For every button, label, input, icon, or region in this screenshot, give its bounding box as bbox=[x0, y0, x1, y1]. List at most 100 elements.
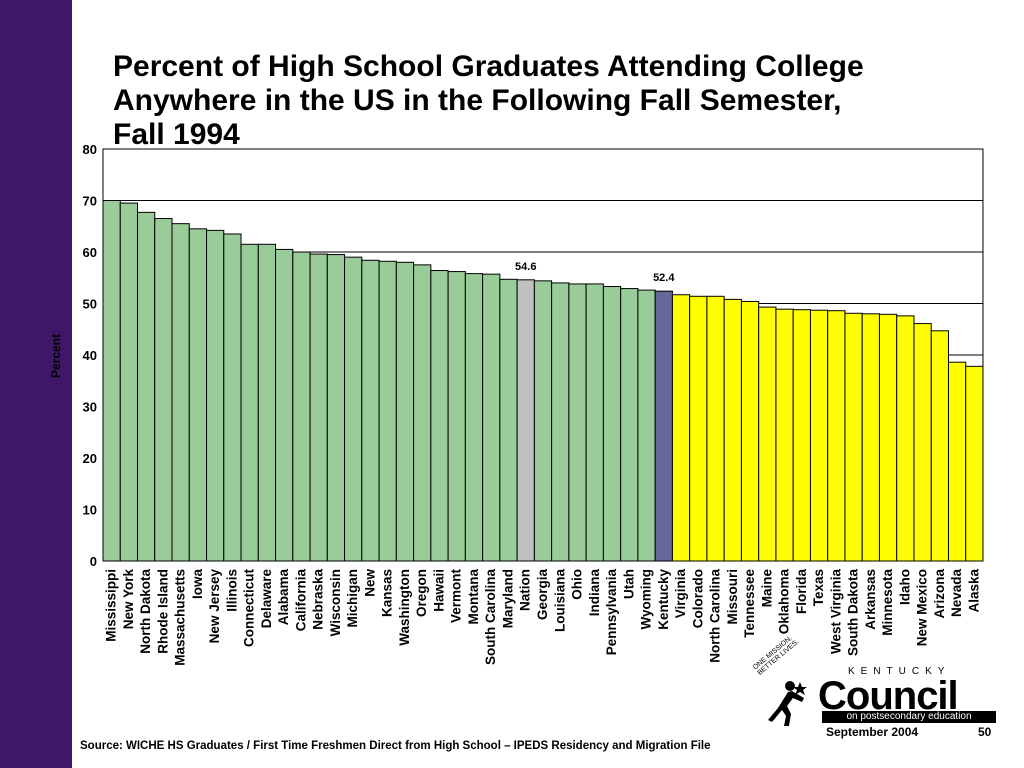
source-note: Source: WICHE HS Graduates / First Time … bbox=[80, 740, 711, 752]
x-tick-label: Wisconsin bbox=[328, 569, 343, 636]
x-tick-label: Maine bbox=[759, 569, 774, 608]
bar-oregon bbox=[413, 264, 432, 562]
bar-iowa bbox=[188, 228, 208, 562]
slide-sidebar bbox=[0, 0, 72, 768]
bar-oklahoma bbox=[775, 308, 794, 562]
x-tick-label: Indiana bbox=[587, 569, 602, 617]
x-tick-label: New Mexico bbox=[915, 569, 930, 646]
bar-hawaii bbox=[430, 270, 449, 562]
x-tick-label: Mississippi bbox=[104, 569, 119, 642]
bar-mississippi bbox=[102, 200, 121, 562]
y-tick-label: 50 bbox=[83, 297, 97, 312]
bar-new-york bbox=[119, 202, 139, 562]
x-tick-label: North Dakota bbox=[138, 569, 153, 654]
y-tick-label: 80 bbox=[83, 142, 97, 157]
x-tick-label: New York bbox=[121, 569, 136, 630]
chart-title-line-2: Anywhere in the US in the Following Fall… bbox=[113, 84, 842, 117]
bar-massachusetts bbox=[171, 223, 190, 562]
bar-vermont bbox=[447, 271, 466, 562]
bar-north-carolina bbox=[706, 295, 725, 562]
x-tick-label: Texas bbox=[811, 569, 826, 606]
bar-nevada bbox=[947, 361, 967, 562]
bar-washington bbox=[395, 261, 415, 562]
bar-delaware bbox=[257, 243, 277, 562]
bar-new bbox=[361, 259, 380, 562]
bar-pennsylvania bbox=[602, 286, 622, 562]
x-tick-label: Oregon bbox=[414, 569, 429, 617]
x-tick-label: Idaho bbox=[897, 569, 912, 605]
logo-wordmark: Council bbox=[818, 674, 959, 718]
x-tick-label: North Carolina bbox=[708, 569, 723, 663]
bar-alabama bbox=[275, 248, 294, 562]
x-tick-label: Arizona bbox=[932, 569, 947, 619]
bar-louisiana bbox=[551, 282, 570, 562]
bar-utah bbox=[620, 288, 639, 562]
bar-wisconsin bbox=[326, 254, 346, 562]
bar-connecticut bbox=[240, 243, 259, 562]
y-tick-label: 60 bbox=[83, 245, 97, 260]
bar-north-dakota bbox=[137, 211, 156, 562]
x-tick-label: Illinois bbox=[224, 569, 239, 612]
x-tick-label: New bbox=[362, 569, 377, 597]
y-axis-label: Percent bbox=[49, 334, 63, 378]
bar-kansas bbox=[378, 260, 397, 562]
x-tick-label: Oklahoma bbox=[777, 569, 792, 635]
page-number: 50 bbox=[978, 725, 992, 739]
x-tick-label: Colorado bbox=[690, 569, 705, 628]
bar-south-carolina bbox=[482, 273, 501, 562]
runner-figure-icon bbox=[768, 681, 807, 726]
x-tick-label: Montana bbox=[466, 569, 481, 625]
y-tick-labels: 0 10 20 30 40 50 60 70 80 bbox=[83, 142, 97, 569]
x-tick-label: Arkansas bbox=[863, 569, 878, 630]
x-tick-labels: Mississippi New York North Dakota Rhode Isl… bbox=[104, 568, 982, 665]
x-tick-label: Maryland bbox=[500, 569, 515, 628]
bar-michigan bbox=[344, 256, 363, 562]
x-tick-label: Tennessee bbox=[742, 569, 757, 638]
bar-south-dakota bbox=[844, 312, 863, 562]
x-tick-label: Louisiana bbox=[552, 569, 567, 633]
y-tick-label: 20 bbox=[83, 451, 97, 466]
bar-colorado bbox=[689, 295, 708, 562]
data-label: 52.4 bbox=[653, 272, 675, 284]
x-tick-label: Hawaii bbox=[431, 569, 446, 612]
logo-tagline: on postsecondary education bbox=[822, 711, 996, 723]
bar-nebraska bbox=[309, 253, 328, 562]
bar-arkansas bbox=[861, 313, 880, 562]
x-tick-label: Pennsylvania bbox=[604, 569, 619, 656]
x-tick-label: South Carolina bbox=[483, 569, 498, 665]
x-tick-label: Vermont bbox=[449, 568, 464, 623]
bar-wyoming bbox=[637, 289, 656, 562]
x-tick-label: West Virginia bbox=[828, 569, 843, 655]
x-tick-label: Michigan bbox=[345, 569, 360, 628]
data-label: 54.6 bbox=[515, 261, 536, 273]
bar-virginia bbox=[671, 294, 691, 562]
x-tick-label: Missouri bbox=[725, 569, 740, 625]
bar-indiana bbox=[585, 283, 604, 562]
bar-georgia bbox=[533, 280, 553, 562]
x-tick-label: Kansas bbox=[380, 569, 395, 617]
bar-new-mexico bbox=[913, 323, 932, 562]
x-tick-label: Alaska bbox=[966, 569, 981, 613]
x-tick-label: Connecticut bbox=[242, 569, 257, 648]
x-tick-label: Utah bbox=[621, 569, 636, 599]
chart-title-line-1: Percent of High School Graduates Attendi… bbox=[113, 50, 864, 83]
x-tick-label: Nevada bbox=[949, 569, 964, 618]
bar-california bbox=[292, 251, 311, 562]
bar-idaho bbox=[896, 315, 915, 562]
x-tick-label: Kentucky bbox=[656, 569, 671, 630]
x-tick-label: Nebraska bbox=[311, 569, 326, 630]
bar-rhode-island bbox=[154, 218, 173, 562]
x-tick-label: Minnesota bbox=[880, 569, 895, 636]
bar-alaska bbox=[965, 365, 984, 562]
x-tick-label: Iowa bbox=[190, 569, 205, 599]
chart-title-line-3: Fall 1994 bbox=[113, 118, 240, 151]
bar-maryland bbox=[499, 278, 518, 562]
bar-west-virginia bbox=[827, 310, 846, 562]
bar-minnesota bbox=[878, 313, 898, 562]
bar-kentucky bbox=[654, 290, 673, 562]
x-tick-label: South Dakota bbox=[846, 569, 861, 656]
y-tick-label: 0 bbox=[90, 554, 97, 569]
bar-montana bbox=[464, 273, 484, 562]
x-tick-label: Ohio bbox=[570, 569, 585, 600]
